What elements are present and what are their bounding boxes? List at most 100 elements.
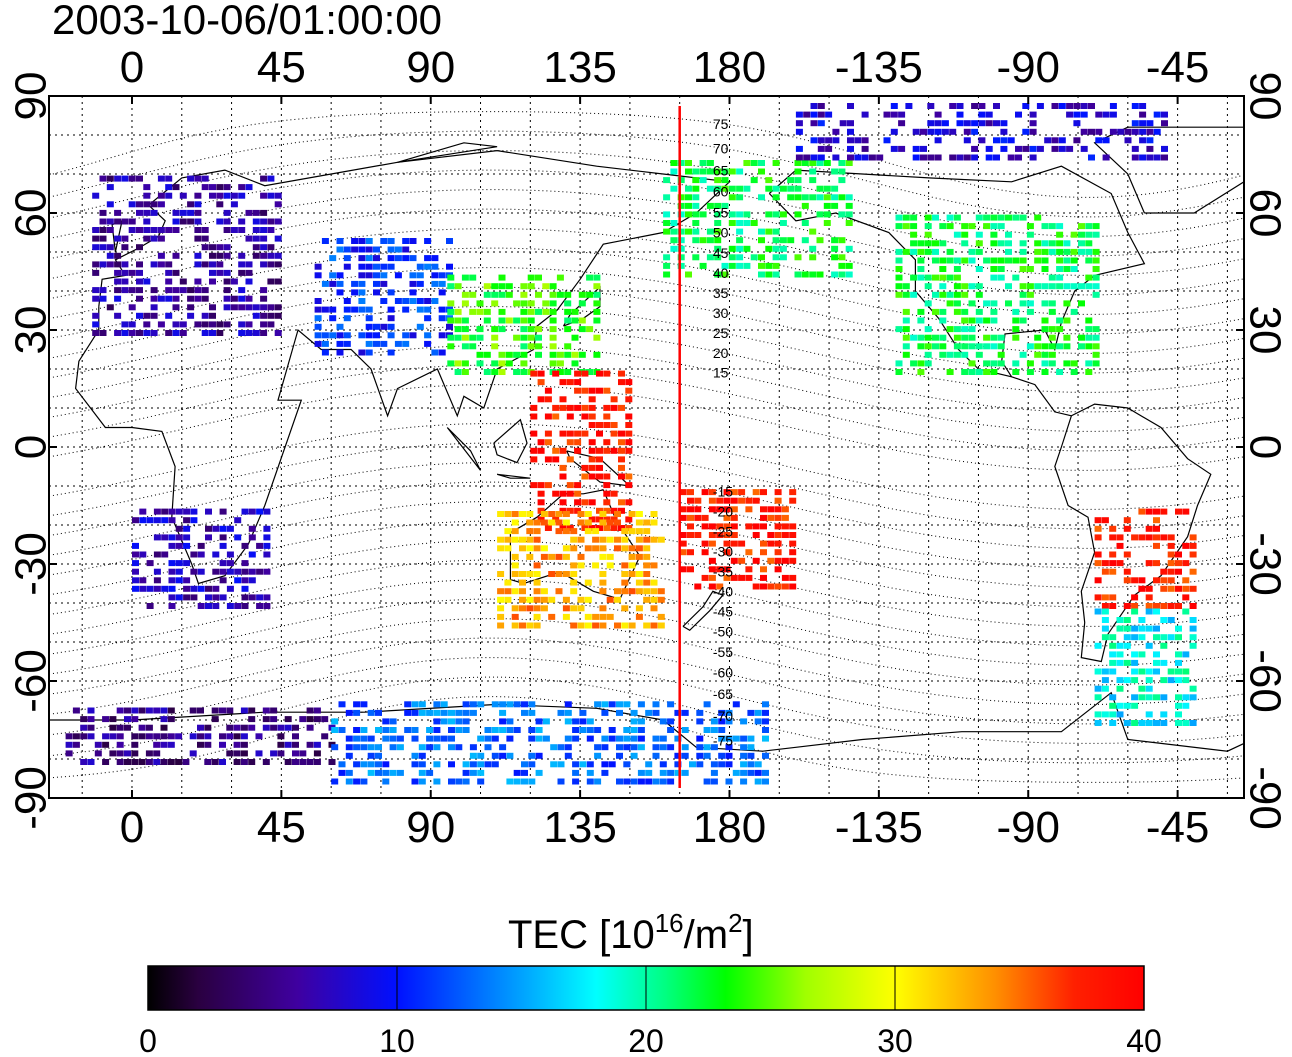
tec-cell bbox=[267, 175, 275, 182]
tec-cell bbox=[80, 724, 88, 731]
tec-cell bbox=[1041, 351, 1049, 358]
tec-cell bbox=[1123, 551, 1131, 558]
tec-cell bbox=[623, 735, 631, 742]
tec-cell bbox=[438, 332, 446, 339]
tec-cell bbox=[380, 298, 388, 304]
tec-cell bbox=[484, 735, 492, 742]
tec-cell bbox=[165, 269, 173, 276]
tec-cell bbox=[549, 317, 557, 324]
tec-cell bbox=[549, 283, 557, 290]
tec-cell bbox=[628, 511, 636, 517]
tec-cell bbox=[1161, 111, 1168, 118]
tec-cell bbox=[373, 332, 380, 339]
tec-cell bbox=[1092, 283, 1100, 290]
tec-cell bbox=[1116, 651, 1124, 658]
tec-cell bbox=[1139, 154, 1147, 161]
tec-cell bbox=[1139, 128, 1147, 135]
tec-cell bbox=[194, 287, 202, 294]
tec-cell bbox=[418, 701, 426, 708]
tec-cell bbox=[762, 769, 769, 776]
tec-cell bbox=[706, 254, 714, 261]
tec-cell bbox=[167, 733, 175, 740]
tec-cell bbox=[484, 727, 492, 733]
tec-cell bbox=[1063, 283, 1071, 290]
tec-cell bbox=[1109, 702, 1117, 709]
tec-cell bbox=[114, 175, 122, 182]
tec-cell bbox=[219, 594, 227, 601]
tec-cell bbox=[983, 214, 991, 221]
tec-cell bbox=[1048, 240, 1056, 247]
tec-cell bbox=[520, 308, 528, 315]
tec-cell bbox=[336, 332, 344, 339]
tec-cell bbox=[747, 752, 755, 759]
tec-cell bbox=[145, 724, 153, 731]
tec-cell bbox=[1145, 603, 1153, 609]
tec-cell bbox=[476, 300, 484, 307]
tec-cell bbox=[721, 262, 729, 269]
tec-cell bbox=[572, 761, 580, 768]
tec-cell bbox=[241, 508, 249, 515]
tec-cell bbox=[603, 499, 611, 506]
tec-cell bbox=[167, 741, 175, 748]
tec-cell bbox=[618, 447, 625, 454]
tec-cell bbox=[934, 120, 942, 127]
tec-cell bbox=[703, 727, 711, 733]
tec-cell bbox=[685, 202, 692, 209]
tec-cell bbox=[175, 560, 183, 567]
tec-cell bbox=[832, 137, 840, 144]
tec-cell bbox=[610, 490, 618, 497]
tec-cell bbox=[946, 300, 954, 307]
tec-cell bbox=[426, 744, 434, 751]
tec-cell bbox=[564, 718, 572, 725]
tec-cell bbox=[544, 439, 552, 446]
tec-cell bbox=[774, 489, 782, 496]
tec-cell bbox=[953, 283, 961, 290]
tec-cell bbox=[1116, 617, 1124, 623]
tec-cell bbox=[106, 244, 114, 251]
maglat-label: -15 bbox=[713, 484, 733, 500]
tec-cell bbox=[114, 252, 122, 259]
tec-cell bbox=[758, 194, 765, 201]
tec-cell bbox=[1138, 720, 1146, 726]
tec-cell bbox=[927, 120, 935, 127]
tec-cell bbox=[382, 778, 390, 785]
tec-cell bbox=[201, 261, 209, 268]
tec-cell bbox=[1005, 300, 1012, 307]
tec-cell bbox=[1048, 351, 1056, 358]
tec-cell bbox=[331, 718, 339, 725]
tec-cell bbox=[692, 228, 700, 235]
tec-cell bbox=[168, 517, 176, 524]
tec-cell bbox=[772, 211, 780, 218]
tec-cell bbox=[983, 300, 991, 307]
magnetic-latitude-line bbox=[49, 130, 1244, 218]
tec-cell bbox=[194, 175, 202, 182]
tec-cell bbox=[114, 218, 122, 225]
tec-cell bbox=[650, 536, 658, 543]
tec-cell bbox=[718, 752, 726, 759]
tec-cell bbox=[1041, 369, 1049, 375]
y-tick-label-left: -90 bbox=[7, 766, 56, 830]
tec-cell bbox=[696, 761, 704, 768]
tec-cell bbox=[476, 334, 484, 341]
tec-cell bbox=[579, 709, 587, 716]
tec-cell bbox=[109, 733, 117, 740]
tec-cell bbox=[321, 332, 329, 339]
tec-cell bbox=[1182, 594, 1190, 601]
tec-cell bbox=[983, 223, 991, 230]
tec-cell bbox=[233, 750, 241, 757]
tec-cell bbox=[216, 330, 224, 336]
tec-cell bbox=[1015, 145, 1022, 152]
tec-cell bbox=[219, 759, 226, 765]
tec-cell bbox=[577, 553, 585, 560]
tec-cell bbox=[610, 430, 618, 437]
tec-cell bbox=[990, 231, 998, 238]
tec-cell bbox=[699, 262, 707, 269]
tec-cell bbox=[497, 613, 505, 620]
tec-cell bbox=[610, 396, 618, 403]
tec-cell bbox=[438, 306, 446, 313]
tec-cell bbox=[365, 306, 373, 313]
tec-cell bbox=[817, 137, 825, 144]
tec-cell bbox=[703, 744, 711, 751]
tec-cell bbox=[566, 456, 574, 463]
tec-cell bbox=[978, 103, 986, 109]
